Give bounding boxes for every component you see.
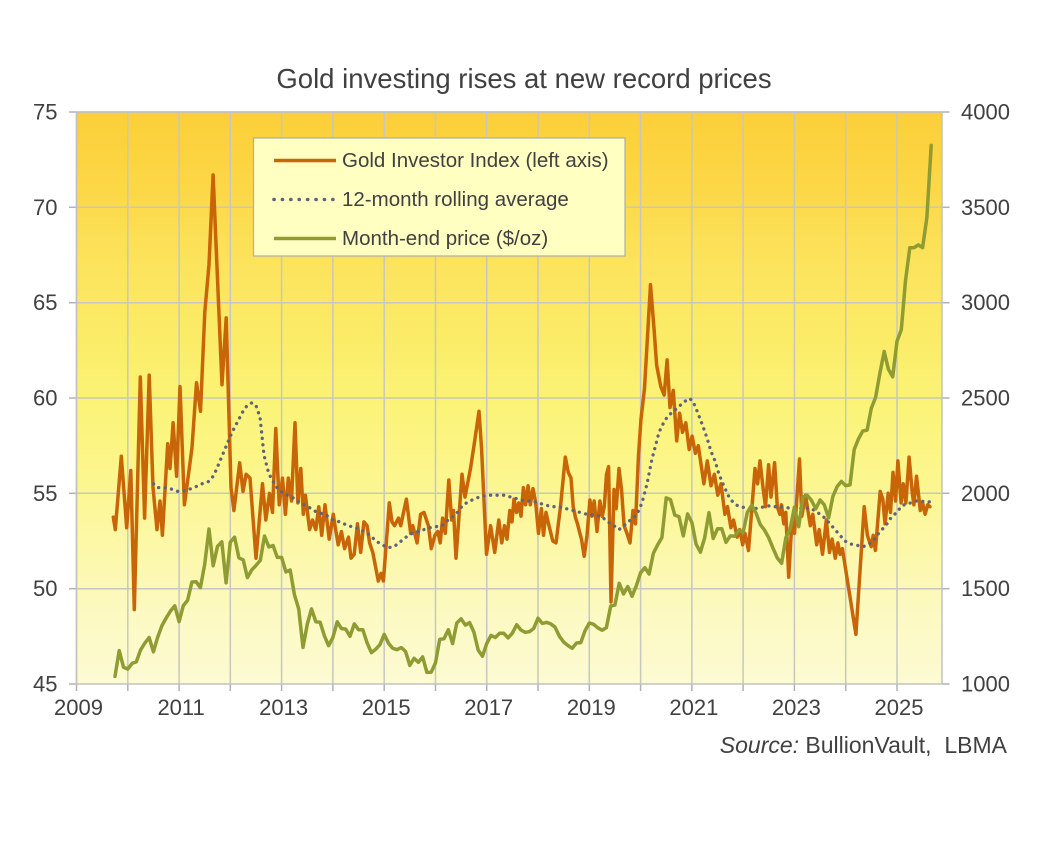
svg-text:50: 50 xyxy=(33,576,57,601)
svg-text:70: 70 xyxy=(33,195,57,220)
svg-text:1000: 1000 xyxy=(961,672,1010,697)
svg-text:12-month rolling average: 12-month rolling average xyxy=(342,188,569,211)
svg-text:Source: BullionVault, LBMA: Source: BullionVault, LBMA xyxy=(720,732,1008,758)
svg-text:Gold investing rises at new re: Gold investing rises at new record price… xyxy=(276,63,771,94)
svg-text:2009: 2009 xyxy=(54,695,103,720)
svg-text:2011: 2011 xyxy=(157,695,204,720)
svg-text:2025: 2025 xyxy=(875,695,924,720)
svg-text:2019: 2019 xyxy=(567,695,616,720)
svg-text:2017: 2017 xyxy=(464,695,513,720)
svg-text:3500: 3500 xyxy=(961,195,1010,220)
svg-text:65: 65 xyxy=(33,290,57,315)
svg-text:2023: 2023 xyxy=(772,695,821,720)
svg-text:2015: 2015 xyxy=(362,695,411,720)
svg-text:4000: 4000 xyxy=(961,100,1010,125)
svg-text:75: 75 xyxy=(33,100,57,125)
svg-text:3000: 3000 xyxy=(961,290,1010,315)
svg-text:2021: 2021 xyxy=(669,695,718,720)
svg-text:55: 55 xyxy=(33,481,57,506)
svg-text:60: 60 xyxy=(33,386,57,411)
svg-text:45: 45 xyxy=(33,672,57,697)
svg-text:2500: 2500 xyxy=(961,386,1010,411)
svg-text:1500: 1500 xyxy=(961,576,1010,601)
svg-text:2013: 2013 xyxy=(259,695,308,720)
svg-text:Gold Investor Index (left axis: Gold Investor Index (left axis) xyxy=(342,149,609,172)
svg-text:2000: 2000 xyxy=(961,481,1010,506)
svg-text:Month-end price ($/oz): Month-end price ($/oz) xyxy=(342,227,548,250)
